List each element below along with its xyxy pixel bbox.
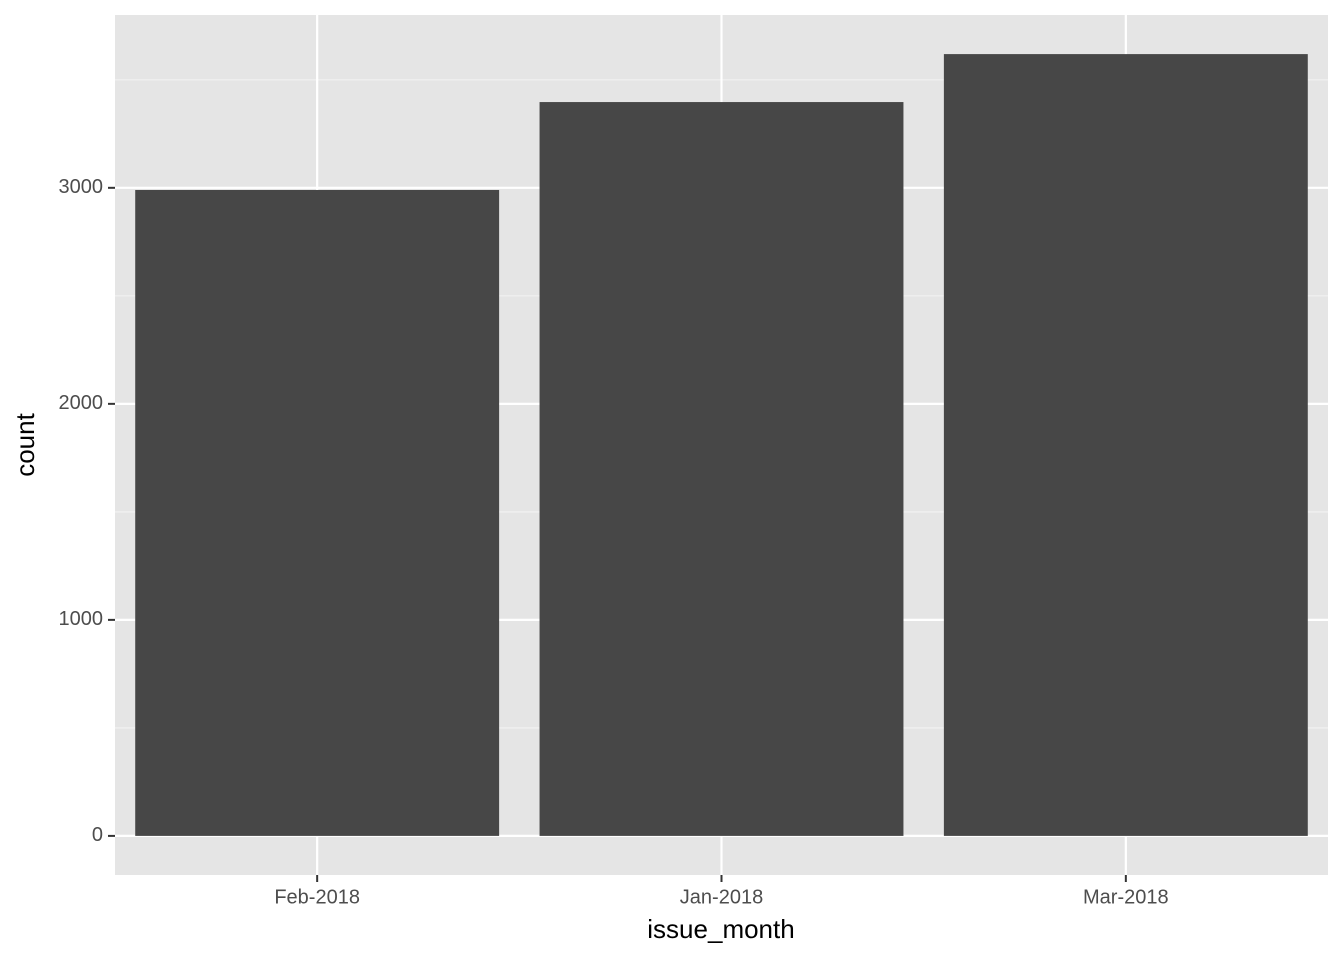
- x-tick-label: Mar-2018: [1083, 886, 1169, 908]
- y-tick-label: 1000: [59, 608, 104, 630]
- y-tick-label: 0: [92, 824, 103, 846]
- x-tick-label: Jan-2018: [680, 886, 763, 908]
- bar: [539, 102, 904, 836]
- x-axis-title: issue_month: [647, 914, 794, 944]
- x-tick-label: Feb-2018: [274, 886, 360, 908]
- y-axis-title: count: [10, 412, 40, 476]
- bar: [135, 189, 500, 836]
- y-tick-label: 3000: [59, 176, 104, 198]
- bar: [943, 54, 1308, 836]
- y-tick-label: 2000: [59, 392, 104, 414]
